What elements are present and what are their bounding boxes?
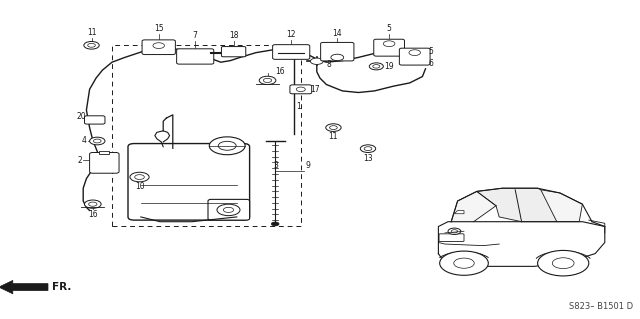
FancyBboxPatch shape [208, 199, 250, 220]
Circle shape [217, 204, 240, 216]
Circle shape [93, 139, 101, 143]
Circle shape [296, 87, 305, 92]
Circle shape [552, 258, 574, 269]
Circle shape [135, 174, 145, 179]
Text: 1: 1 [296, 102, 301, 111]
Circle shape [364, 147, 372, 151]
Text: 2: 2 [77, 156, 82, 165]
Polygon shape [477, 188, 557, 222]
Text: 8: 8 [326, 60, 331, 69]
Polygon shape [451, 188, 592, 222]
Circle shape [454, 258, 474, 268]
FancyBboxPatch shape [84, 116, 105, 124]
Text: 5: 5 [387, 25, 392, 33]
Text: 4: 4 [81, 137, 86, 145]
FancyArrow shape [0, 280, 48, 294]
Circle shape [383, 41, 395, 47]
Polygon shape [541, 190, 582, 222]
Text: 20: 20 [77, 112, 86, 121]
FancyBboxPatch shape [99, 151, 109, 154]
Circle shape [209, 137, 245, 155]
Text: 7: 7 [193, 31, 198, 40]
Circle shape [326, 124, 341, 131]
Circle shape [88, 202, 97, 206]
Circle shape [218, 141, 236, 150]
Circle shape [271, 222, 279, 226]
Circle shape [369, 63, 383, 70]
Text: 9: 9 [306, 161, 311, 170]
Circle shape [310, 58, 323, 64]
Circle shape [90, 137, 105, 145]
Text: 6: 6 [429, 59, 434, 68]
FancyBboxPatch shape [439, 234, 464, 241]
Text: 17: 17 [310, 85, 320, 94]
Text: 12: 12 [287, 30, 296, 39]
Circle shape [263, 78, 272, 83]
Circle shape [223, 207, 234, 212]
Text: 19: 19 [384, 63, 394, 71]
Circle shape [330, 126, 337, 130]
Circle shape [360, 145, 376, 152]
Circle shape [84, 41, 99, 49]
Circle shape [440, 251, 488, 275]
Text: 3: 3 [273, 161, 278, 170]
FancyBboxPatch shape [273, 45, 310, 59]
Circle shape [451, 230, 458, 233]
Text: 14: 14 [332, 29, 342, 38]
Circle shape [538, 250, 589, 276]
Polygon shape [451, 191, 496, 222]
FancyBboxPatch shape [128, 144, 250, 220]
FancyBboxPatch shape [374, 39, 404, 56]
Text: S823– B1501 D: S823– B1501 D [570, 302, 634, 311]
Circle shape [409, 50, 420, 56]
FancyBboxPatch shape [221, 47, 246, 57]
Circle shape [130, 172, 149, 182]
Text: 13: 13 [363, 154, 373, 163]
FancyBboxPatch shape [142, 40, 175, 55]
Circle shape [259, 76, 276, 85]
Circle shape [88, 43, 95, 47]
FancyBboxPatch shape [290, 85, 312, 94]
Text: 16: 16 [275, 67, 285, 76]
Circle shape [372, 64, 380, 68]
FancyBboxPatch shape [90, 152, 119, 173]
Circle shape [331, 54, 344, 61]
Polygon shape [454, 211, 464, 214]
FancyBboxPatch shape [399, 48, 430, 65]
Text: 11: 11 [87, 28, 96, 37]
Text: 5: 5 [429, 47, 434, 56]
Text: FR.: FR. [52, 282, 72, 292]
FancyBboxPatch shape [321, 42, 354, 61]
Text: 15: 15 [154, 25, 164, 33]
Text: 10: 10 [134, 182, 145, 191]
Polygon shape [438, 222, 605, 266]
Circle shape [448, 228, 461, 234]
Circle shape [84, 200, 101, 208]
FancyBboxPatch shape [177, 49, 214, 64]
Circle shape [153, 43, 164, 48]
Text: 16: 16 [88, 210, 98, 219]
Text: 11: 11 [329, 132, 338, 141]
Text: 18: 18 [229, 31, 238, 40]
